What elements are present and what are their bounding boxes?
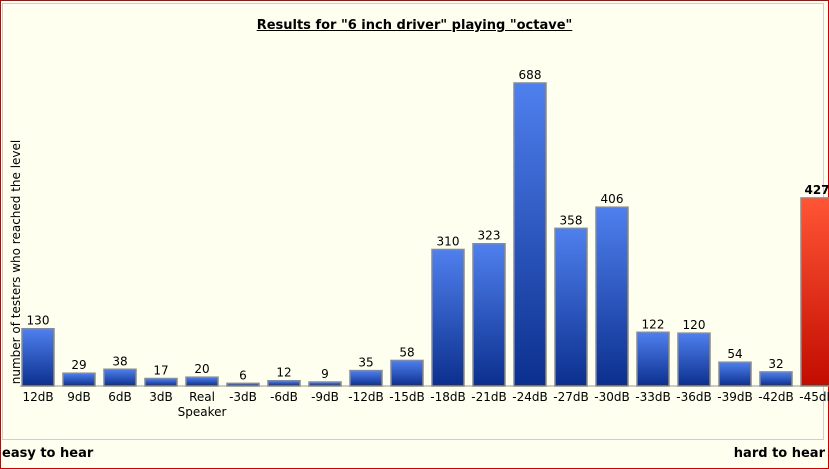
bar--42db xyxy=(759,371,793,387)
value-label: 130 xyxy=(27,314,50,328)
x-tick-label: -9dB xyxy=(311,390,339,404)
x-tick-label: -36dB xyxy=(676,390,711,404)
x-tick-label: -42dB xyxy=(758,390,793,404)
bar--15db xyxy=(390,359,424,387)
value-label: 358 xyxy=(560,213,583,227)
value-label: 310 xyxy=(437,234,460,248)
value-label: 12 xyxy=(276,366,291,380)
x-tick-label: 9dB xyxy=(67,390,90,404)
easy-to-hear-label: easy to hear xyxy=(2,446,94,461)
hard-to-hear-label: hard to hear xyxy=(733,446,825,461)
bar--18db xyxy=(431,248,465,387)
bar--45db xyxy=(800,197,829,387)
bar--30db xyxy=(595,206,629,387)
value-label: 54 xyxy=(727,347,742,361)
value-label: 6 xyxy=(239,368,247,382)
bar--33db xyxy=(636,331,670,387)
value-label: 120 xyxy=(683,318,706,332)
bar-real-speaker xyxy=(185,376,219,387)
value-label: 427 xyxy=(804,183,829,197)
x-tick-label: -12dB xyxy=(348,390,383,404)
chart-title: Results for "6 inch driver" playing "oct… xyxy=(256,18,573,33)
bar--27db xyxy=(554,227,588,387)
value-label: 20 xyxy=(194,362,209,376)
x-tick-label: Speaker xyxy=(178,405,227,419)
bar-3db xyxy=(144,377,178,387)
bar--39db xyxy=(718,361,752,387)
x-tick-label: -39dB xyxy=(717,390,752,404)
x-tick-label: -6dB xyxy=(270,390,298,404)
bar-9db xyxy=(62,372,96,387)
x-tick-label: -30dB xyxy=(594,390,629,404)
value-label: 35 xyxy=(358,356,373,370)
x-tick-label: -27dB xyxy=(553,390,588,404)
bar--21db xyxy=(472,242,506,387)
value-label: 38 xyxy=(112,354,127,368)
x-tick-label: -24dB xyxy=(512,390,547,404)
bar--6db xyxy=(267,379,301,387)
value-label: 17 xyxy=(153,364,168,378)
x-tick-label: Real xyxy=(189,390,215,404)
value-label: 29 xyxy=(71,358,86,372)
x-tick-label: -21dB xyxy=(471,390,506,404)
x-tick-label: -45dB xyxy=(799,390,829,404)
bar--3db xyxy=(226,382,260,387)
value-label: 122 xyxy=(642,317,665,331)
value-label: 9 xyxy=(321,367,329,381)
bar-6db xyxy=(103,368,137,387)
bar-12db xyxy=(21,327,55,387)
value-label: 58 xyxy=(399,345,414,359)
value-label: 406 xyxy=(601,192,624,206)
bar--9db xyxy=(308,381,342,387)
x-tick-label: 3dB xyxy=(149,390,172,404)
x-tick-label: -3dB xyxy=(229,390,257,404)
x-tick-label: 12dB xyxy=(22,390,53,404)
bar--36db xyxy=(677,332,711,387)
value-label: 688 xyxy=(519,68,542,82)
x-tick-label: -33dB xyxy=(635,390,670,404)
x-tick-label: -18dB xyxy=(430,390,465,404)
x-tick-label: 6dB xyxy=(108,390,131,404)
bar--24db xyxy=(513,82,547,387)
value-label: 32 xyxy=(768,357,783,371)
bar--12db xyxy=(349,369,383,387)
x-tick-label: -15dB xyxy=(389,390,424,404)
value-label: 323 xyxy=(478,229,501,243)
